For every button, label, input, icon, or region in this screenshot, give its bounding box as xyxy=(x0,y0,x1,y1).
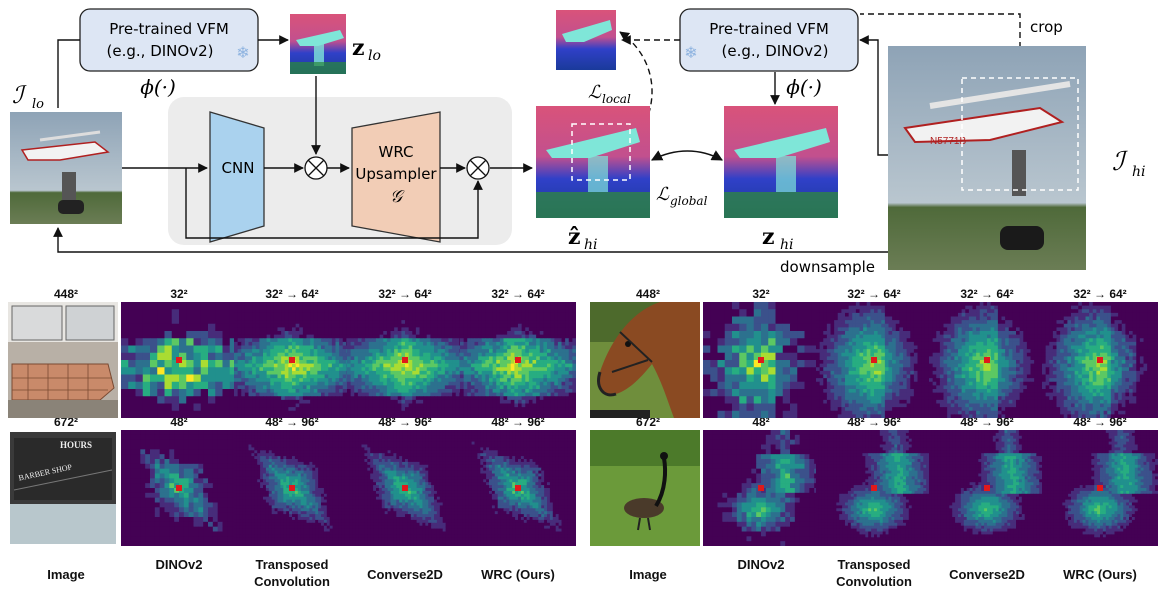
z-lo-sub: lo xyxy=(368,48,381,64)
local-crop-feature xyxy=(556,10,616,70)
header-left-r1-c2: 32² xyxy=(170,287,188,301)
i-hi-sub: hi xyxy=(1132,164,1146,180)
low-res-image xyxy=(10,112,122,224)
caption-right-5: WRC (Ours) xyxy=(1063,567,1137,582)
header-right-r1-c3: 32² → 64² xyxy=(847,287,901,301)
header-left-r2-c1: 672² xyxy=(53,415,79,429)
caption-left-2: DINOv2 xyxy=(155,557,203,572)
header-left-r1-c1: 448² xyxy=(53,287,79,301)
heatmap-goose-transposed xyxy=(816,430,932,546)
header-left-r1-c5: 32² → 64² xyxy=(491,287,545,301)
l-global-sub: global xyxy=(670,194,708,208)
i-lo-sub: lo xyxy=(32,97,44,112)
l-local-label: ℒ xyxy=(588,82,602,103)
vfm-right-line2: (e.g., DINOv2) xyxy=(722,42,829,60)
heatmap-goose-converse2d xyxy=(929,430,1045,546)
vfm-left-box: Pre-trained VFM (e.g., DINOv2) ❄ xyxy=(79,8,259,72)
header-right-r1-c1: 448² xyxy=(635,287,661,301)
vfm-right-box: Pre-trained VFM (e.g., DINOv2) ❄ xyxy=(679,8,859,72)
pipeline-diagram: Pre-trained VFM (e.g., DINOv2) ❄ ϕ(·) Pr… xyxy=(10,8,1146,276)
header-left-r1-c4: 32² → 64² xyxy=(378,287,432,301)
heatmap-floor-wrc xyxy=(460,302,576,418)
heatmap-goose-dinov2 xyxy=(703,430,819,546)
header-right-r2-c4: 48² → 96² xyxy=(960,415,1014,429)
heatmap-horse-converse2d xyxy=(929,302,1045,418)
caption-right-2: DINOv2 xyxy=(737,557,785,572)
cnn-block: CNN xyxy=(209,111,265,243)
crop-label: crop xyxy=(1030,18,1063,36)
plane-registration: N5771B xyxy=(930,136,966,147)
high-res-image: N5771B xyxy=(888,46,1086,270)
l-local-sub: local xyxy=(602,92,631,106)
header-left-r2-c3: 48² → 96² xyxy=(265,415,319,429)
caption-left-5: WRC (Ours) xyxy=(481,567,555,582)
header-right-r2-c3: 48² → 96² xyxy=(847,415,901,429)
heatmap-floor-dinov2 xyxy=(121,302,237,418)
heatmap-shop-dinov2 xyxy=(121,430,237,546)
photo-floor xyxy=(8,302,118,418)
caption-left-4: Converse2D xyxy=(367,567,443,582)
header-left-r1-c3: 32² → 64² xyxy=(265,287,319,301)
z-lo-feature-map xyxy=(290,14,346,74)
caption-right-3: Transposed Convolution xyxy=(836,557,912,589)
header-right-r1-c2: 32² xyxy=(752,287,770,301)
downsample-label: downsample xyxy=(780,258,875,276)
i-hi-label: ℐ xyxy=(1112,147,1128,177)
wrc-g-label: 𝒢 xyxy=(390,187,405,207)
snowflake-icon: ❄ xyxy=(684,45,697,62)
z-lo-label: z xyxy=(352,35,365,61)
header-right-r2-c2: 48² xyxy=(752,415,770,429)
phi-right: ϕ(·) xyxy=(786,75,822,99)
vfm-right-line1: Pre-trained VFM xyxy=(709,20,829,38)
z-hi-sub: hi xyxy=(780,237,794,253)
heatmap-horse-wrc xyxy=(1042,302,1158,418)
vfm-left-line1: Pre-trained VFM xyxy=(109,20,229,38)
z-hi-label: z xyxy=(762,224,775,250)
heatmap-floor-converse2d xyxy=(347,302,463,418)
header-left-r2-c5: 48² → 96² xyxy=(491,415,545,429)
phi-left: ϕ(·) xyxy=(140,75,176,99)
wrc-label-1: WRC xyxy=(379,143,414,161)
header-right-r2-c1: 672² xyxy=(635,415,661,429)
header-right-r1-c5: 32² → 64² xyxy=(1073,287,1127,301)
photo-horse xyxy=(590,302,700,418)
heatmap-shop-transposed xyxy=(234,430,350,546)
photo-shop xyxy=(8,430,118,546)
photo-goose xyxy=(590,430,700,546)
header-left-r2-c2: 48² xyxy=(170,415,188,429)
wrc-upsampler-block: WRC Upsampler 𝒢 xyxy=(351,111,441,243)
header-right-r1-c4: 32² → 64² xyxy=(960,287,1014,301)
caption-right-4: Converse2D xyxy=(949,567,1025,582)
zhat-hi-label: ẑ xyxy=(568,224,581,250)
heatmap-goose-wrc xyxy=(1042,430,1158,546)
caption-left-1: Image xyxy=(47,567,85,582)
header-right-r2-c5: 48² → 96² xyxy=(1073,415,1127,429)
caption-right-1: Image xyxy=(629,567,667,582)
wrc-label-2: Upsampler xyxy=(355,165,437,183)
shop-hours-text: HOURS xyxy=(60,440,93,450)
z-hi-feature-map xyxy=(724,106,838,218)
i-lo-label: ℐ xyxy=(12,81,27,109)
caption-left-3: Transposed Convolution xyxy=(254,557,330,589)
heatmap-shop-wrc xyxy=(460,430,576,546)
vfm-left-line2: (e.g., DINOv2) xyxy=(107,42,214,60)
zhat-hi-sub: hi xyxy=(584,237,598,253)
heatmap-shop-converse2d xyxy=(347,430,463,546)
snowflake-icon: ❄ xyxy=(236,45,249,62)
heatmap-horse-transposed xyxy=(816,302,932,418)
l-global-label: ℒ xyxy=(656,184,670,205)
heatmap-floor-transposed xyxy=(234,302,350,418)
cnn-label: CNN xyxy=(222,159,255,177)
zhat-hi-feature-map xyxy=(536,106,650,218)
heatmap-horse-dinov2 xyxy=(703,302,819,418)
header-left-r2-c4: 48² → 96² xyxy=(378,415,432,429)
